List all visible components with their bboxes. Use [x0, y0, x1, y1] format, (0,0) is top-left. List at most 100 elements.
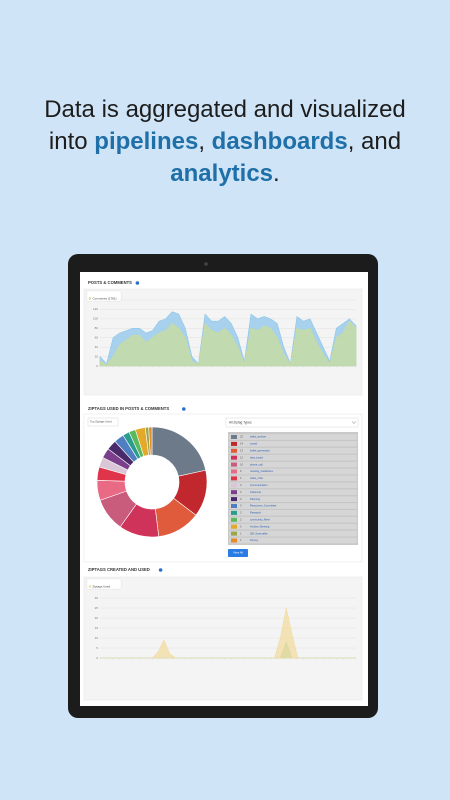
tag-badge: [231, 531, 237, 536]
tag-row: [228, 433, 358, 441]
legend-box: [86, 578, 122, 590]
tag-count: 22: [240, 435, 243, 439]
tag-count: 4: [240, 476, 242, 480]
y-tick-label: 100: [93, 317, 98, 321]
filter-label: Top Ziptags Used: [90, 420, 112, 424]
dropdown-label: All Ziptag Types: [229, 420, 252, 424]
tag-row: [228, 523, 358, 530]
tag-badge: [231, 483, 237, 488]
legend-label: Comments (1781): [93, 296, 117, 300]
tag-count: 10: [240, 462, 243, 466]
legend-label: Ziptags Used: [93, 584, 111, 588]
info-icon: [158, 568, 163, 572]
tag-count: 12: [240, 455, 243, 459]
tag-badge: [231, 490, 237, 495]
tag-name: ballot_archive: [250, 435, 267, 439]
view-all-label: View All: [233, 551, 243, 555]
headline-text: ,: [198, 128, 212, 155]
tag-name: Resources_Committee: [250, 504, 277, 508]
y-tick-label: 0: [96, 364, 98, 368]
y-tick-label: 80: [95, 326, 99, 330]
y-tick-label: 30: [95, 596, 99, 600]
tag-name: meeting_Guidelines: [250, 469, 274, 473]
tag-count: 2: [240, 517, 242, 521]
tag-name: Survey: [250, 538, 259, 542]
tag-count: 14: [240, 442, 243, 446]
tag-row: [228, 475, 358, 482]
tag-row: [228, 454, 358, 461]
tag-row: [228, 509, 358, 516]
headline-accent: dashboards: [211, 128, 348, 155]
tag-badge: [231, 524, 237, 529]
info-icon: [135, 281, 140, 285]
tag-name: idea_board: [250, 455, 264, 459]
tag-name: influencer: [250, 490, 261, 494]
view-all-button[interactable]: [228, 549, 248, 557]
tag-row: [228, 537, 358, 544]
chart-panel: [83, 576, 363, 701]
tag-count: 1: [240, 531, 242, 535]
tag-row: [228, 461, 358, 468]
tag-row: [228, 468, 358, 475]
tag-row: [228, 502, 358, 510]
tag-badge: [231, 462, 237, 467]
section-title: ZIPTAGS USED IN POSTS & COMMENTS: [88, 406, 169, 411]
camera: [204, 262, 208, 266]
tag-badge: [231, 441, 237, 446]
tag-count: 13: [240, 448, 243, 452]
tag-count: 3: [240, 490, 242, 494]
headline-text: Data is aggregated and visualized into: [44, 96, 406, 155]
y-tick-label: 0: [96, 656, 98, 660]
filter-select[interactable]: [87, 417, 119, 427]
type-dropdown[interactable]: [225, 417, 359, 428]
tag-row: [228, 482, 358, 489]
tag-badge: [231, 517, 237, 522]
tag-count: 3: [240, 497, 242, 501]
tag-badge: [231, 435, 237, 439]
y-tick-label: 60: [95, 336, 99, 340]
tag-name: phone_call: [250, 462, 263, 466]
tag-row: [228, 530, 358, 537]
legend-swatch: [88, 297, 92, 300]
donut-slice: [148, 426, 153, 456]
y-tick-label: 25: [95, 606, 99, 610]
tag-row: [228, 516, 358, 523]
tag-badge: [231, 469, 237, 474]
headline-accent: analytics: [170, 160, 274, 187]
tag-count: 1: [240, 538, 242, 542]
tag-name: crowd: [250, 442, 257, 446]
section-title: POSTS & COMMENTS: [88, 280, 132, 285]
y-tick-label: 20: [95, 354, 99, 358]
tag-name: Research: [250, 511, 262, 515]
tag-count: 3: [240, 483, 242, 487]
tag-badge: [231, 510, 237, 515]
tag-row: [228, 447, 358, 454]
dropdown-caret: [351, 421, 357, 424]
tag-name: Planning: [250, 497, 261, 501]
legend-swatch: [88, 585, 92, 588]
tag-name: QR_Scannable: [250, 531, 268, 535]
tag-badge: [231, 497, 237, 502]
tag-count: 2: [240, 511, 242, 515]
tag-count: 6: [240, 469, 242, 473]
tag-row: [228, 440, 358, 447]
headline-text: , and: [347, 128, 402, 155]
headline-accent: pipelines: [94, 128, 199, 155]
tag-badge: [231, 476, 237, 481]
y-tick-label: 120: [93, 307, 98, 311]
series-area: [99, 320, 357, 367]
tag-badge: [231, 538, 237, 543]
section-title: ZIPTAGS CREATED AND USED: [88, 567, 150, 572]
legend-box: [86, 290, 122, 302]
tag-badge: [231, 448, 237, 453]
series-area: [100, 607, 356, 659]
headline: Data is aggregated and visualized into p…: [40, 94, 410, 190]
tag-row: [228, 489, 358, 496]
y-tick-label: 5: [96, 646, 98, 650]
tag-name: video_chat: [250, 476, 263, 480]
headline-text: .: [273, 160, 280, 187]
y-tick-label: 15: [95, 626, 99, 630]
tag-name: belief_generation: [250, 448, 270, 452]
